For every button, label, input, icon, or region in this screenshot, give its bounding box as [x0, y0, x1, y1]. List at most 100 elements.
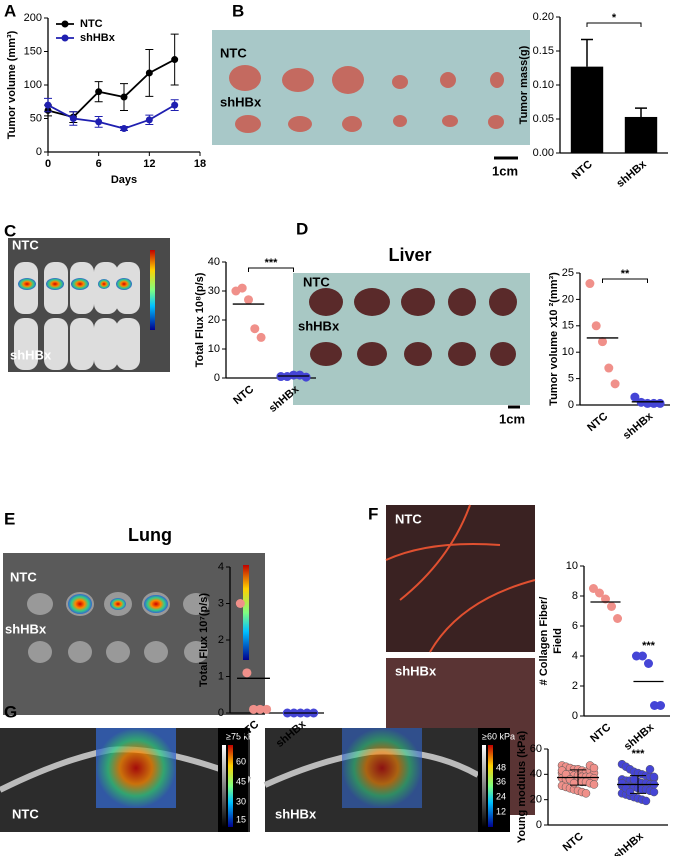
significance: *** — [632, 748, 646, 760]
y-tick-label: 0 — [214, 372, 220, 384]
y-tick-label: 100 — [24, 79, 42, 91]
x-tick-label: 6 — [96, 158, 102, 170]
image-label: shHBx — [5, 621, 47, 636]
y-tick-label: 0 — [218, 707, 224, 719]
y-tick-label: 0 — [536, 819, 542, 831]
y-axis-label: Tumor mass(g) — [518, 45, 530, 124]
colorbar-tick: 45 — [236, 776, 246, 786]
image-label: NTC — [12, 237, 39, 252]
elastogram — [96, 728, 176, 808]
elastogram — [342, 728, 422, 808]
colorbar-label: ≥75 kPa — [226, 731, 259, 741]
y-axis-label: Field — [552, 628, 564, 654]
image-label: shHBx — [10, 347, 52, 362]
point — [649, 772, 659, 782]
photo — [386, 505, 535, 652]
point — [607, 602, 617, 611]
colorbar — [488, 745, 493, 827]
y-tick-label: 10 — [208, 343, 220, 355]
y-tick-label: 200 — [24, 12, 42, 24]
y-tick-label: 40 — [208, 256, 220, 268]
x-tick-label: NTC — [231, 383, 256, 407]
colorbar — [222, 745, 226, 827]
y-axis-label: Young modulus (kPa) — [516, 731, 528, 844]
y-tick-label: 1 — [218, 670, 224, 682]
x-tick-label: shHBx — [611, 830, 646, 856]
point — [120, 125, 128, 133]
y-axis-label: Total Flux 10⁷(p/s) — [198, 593, 210, 688]
photo — [3, 553, 265, 715]
panel-label: G — [4, 702, 17, 721]
point — [242, 668, 252, 678]
colorbar — [150, 250, 155, 330]
point — [235, 599, 245, 608]
point — [629, 775, 639, 784]
livers — [309, 288, 517, 366]
point — [301, 372, 311, 382]
error-bar — [635, 107, 647, 117]
point — [255, 704, 265, 714]
point — [604, 363, 614, 373]
image-label: shHBx — [298, 318, 340, 333]
significance-bracket — [248, 267, 294, 272]
signal — [18, 278, 132, 290]
point — [625, 787, 635, 797]
fibers — [385, 504, 536, 653]
point — [289, 370, 298, 380]
y-tick-label: 0.05 — [533, 113, 554, 125]
x-tick-label: 18 — [194, 158, 206, 170]
image-label: NTC — [395, 511, 422, 526]
image-label: NTC — [10, 569, 37, 584]
y-tick-label: 10 — [566, 560, 578, 572]
point — [262, 704, 272, 714]
point — [643, 398, 652, 408]
point — [655, 398, 665, 408]
significance: ** — [621, 268, 630, 280]
y-axis-label: Tumor volume (mm³) — [6, 30, 18, 139]
point — [589, 763, 599, 773]
bar — [570, 66, 604, 153]
scale-label: 1cm — [492, 163, 518, 178]
y-tick-label: 3 — [218, 597, 224, 609]
point — [641, 796, 651, 806]
point — [256, 332, 266, 342]
y-tick-label: 4 — [572, 650, 578, 662]
y-tick-label: 0.20 — [533, 11, 554, 23]
colorbar-tick: 15 — [236, 814, 246, 824]
error-bar — [581, 38, 593, 67]
panel-label: C — [4, 221, 16, 240]
y-axis-label: Tumor volume x10 ²(mm³) — [548, 272, 560, 406]
y-tick-label: 40 — [530, 768, 542, 780]
panel-label: F — [368, 504, 378, 523]
point — [145, 69, 153, 77]
significance: *** — [642, 640, 656, 652]
colorbar-tick: 36 — [496, 776, 506, 786]
colorbar-tick: 12 — [496, 806, 506, 816]
y-tick-label: 60 — [530, 743, 542, 755]
point — [649, 398, 659, 408]
y-tick-label: 0.15 — [533, 45, 554, 57]
tumors — [229, 65, 504, 133]
point — [591, 321, 601, 331]
colorbar-label: ≥60 kPa — [482, 731, 515, 741]
y-tick-label: 0 — [36, 146, 42, 158]
y-tick-label: 2 — [572, 680, 578, 692]
x-tick-label: shHBx — [621, 410, 656, 442]
image-label: NTC — [12, 806, 39, 821]
image-label: shHBx — [275, 806, 317, 821]
point — [569, 778, 579, 788]
point — [594, 588, 604, 598]
x-tick-label: NTC — [570, 158, 595, 182]
point — [598, 337, 607, 347]
colorbar-tick: 30 — [236, 796, 246, 806]
point — [249, 704, 258, 714]
y-tick-label: 5 — [568, 373, 574, 385]
photo — [212, 30, 530, 145]
y-tick-label: 150 — [24, 45, 42, 57]
point — [610, 379, 620, 389]
image-title: Lung — [128, 525, 172, 545]
y-tick-label: 20 — [208, 314, 220, 326]
point — [644, 659, 653, 668]
x-tick-label: 0 — [45, 158, 51, 170]
